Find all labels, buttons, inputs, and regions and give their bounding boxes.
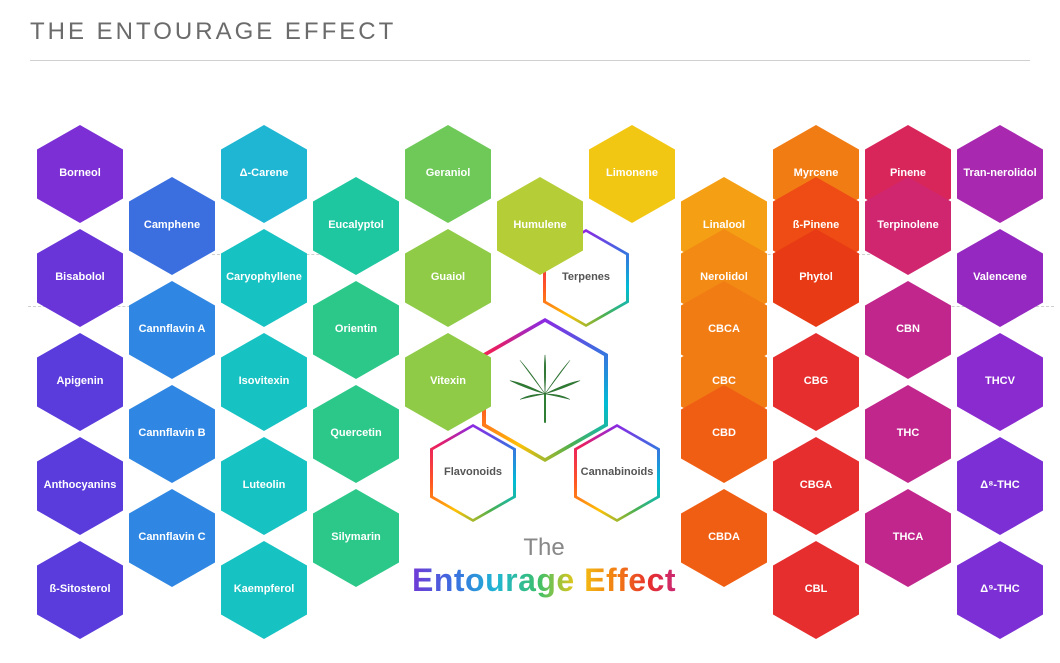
hex-d8-thc: Δ⁸-THC xyxy=(957,437,1043,535)
hex-d-carene: Δ-Carene xyxy=(221,125,307,223)
hex-cbga: CBGA xyxy=(773,437,859,535)
hex-geraniol: Geraniol xyxy=(405,125,491,223)
hex-thcv: THCV xyxy=(957,333,1043,431)
hex-anthocyanins: Anthocyanins xyxy=(37,437,123,535)
hex-kaempferol: Kaempferol xyxy=(221,541,307,639)
hex-cannflavin-c: Cannflavin C xyxy=(129,489,215,587)
hex-cbl: CBL xyxy=(773,541,859,639)
hex-b-sitosterol: ß-Sitosterol xyxy=(37,541,123,639)
leaf-icon xyxy=(486,322,604,458)
hex-luteolin: Luteolin xyxy=(221,437,307,535)
hex-orientin: Orientin xyxy=(313,281,399,379)
hex-tran-nerolidol: Tran-nerolidol xyxy=(957,125,1043,223)
hex-borneol: Borneol xyxy=(37,125,123,223)
hex-bisabolol: Bisabolol xyxy=(37,229,123,327)
subtitle-main: Entourage Effect xyxy=(404,562,684,599)
hex-caryophyllene: Caryophyllene xyxy=(221,229,307,327)
category-label: Cannabinoids xyxy=(577,427,657,519)
hex-d9-thc: Δ⁹-THC xyxy=(957,541,1043,639)
hex-thc: THC xyxy=(865,385,951,483)
hex-cannflavin-b: Cannflavin B xyxy=(129,385,215,483)
hex-eucalyptol: Eucalyptol xyxy=(313,177,399,275)
infographic-canvas: Terpenes Flavonoids Cannabinoids xyxy=(0,0,1060,663)
hex-silymarin: Silymarin xyxy=(313,489,399,587)
hex-isovitexin: Isovitexin xyxy=(221,333,307,431)
hex-valencene: Valencene xyxy=(957,229,1043,327)
hex-guaiol: Guaiol xyxy=(405,229,491,327)
hex-camphene: Camphene xyxy=(129,177,215,275)
category-cannabinoids: Cannabinoids xyxy=(574,424,660,522)
subtitle-the: The xyxy=(404,534,684,562)
hex-limonene: Limonene xyxy=(589,125,675,223)
hex-vitexin: Vitexin xyxy=(405,333,491,431)
hex-cannflavin-a: Cannflavin A xyxy=(129,281,215,379)
category-label: Flavonoids xyxy=(433,427,513,519)
hex-cbn: CBN xyxy=(865,281,951,379)
hex-cbda: CBDA xyxy=(681,489,767,587)
hex-apigenin: Apigenin xyxy=(37,333,123,431)
hex-thca: THCA xyxy=(865,489,951,587)
hex-quercetin: Quercetin xyxy=(313,385,399,483)
subtitle-block: The Entourage Effect xyxy=(404,534,684,599)
hex-cbg: CBG xyxy=(773,333,859,431)
category-flavonoids: Flavonoids xyxy=(430,424,516,522)
